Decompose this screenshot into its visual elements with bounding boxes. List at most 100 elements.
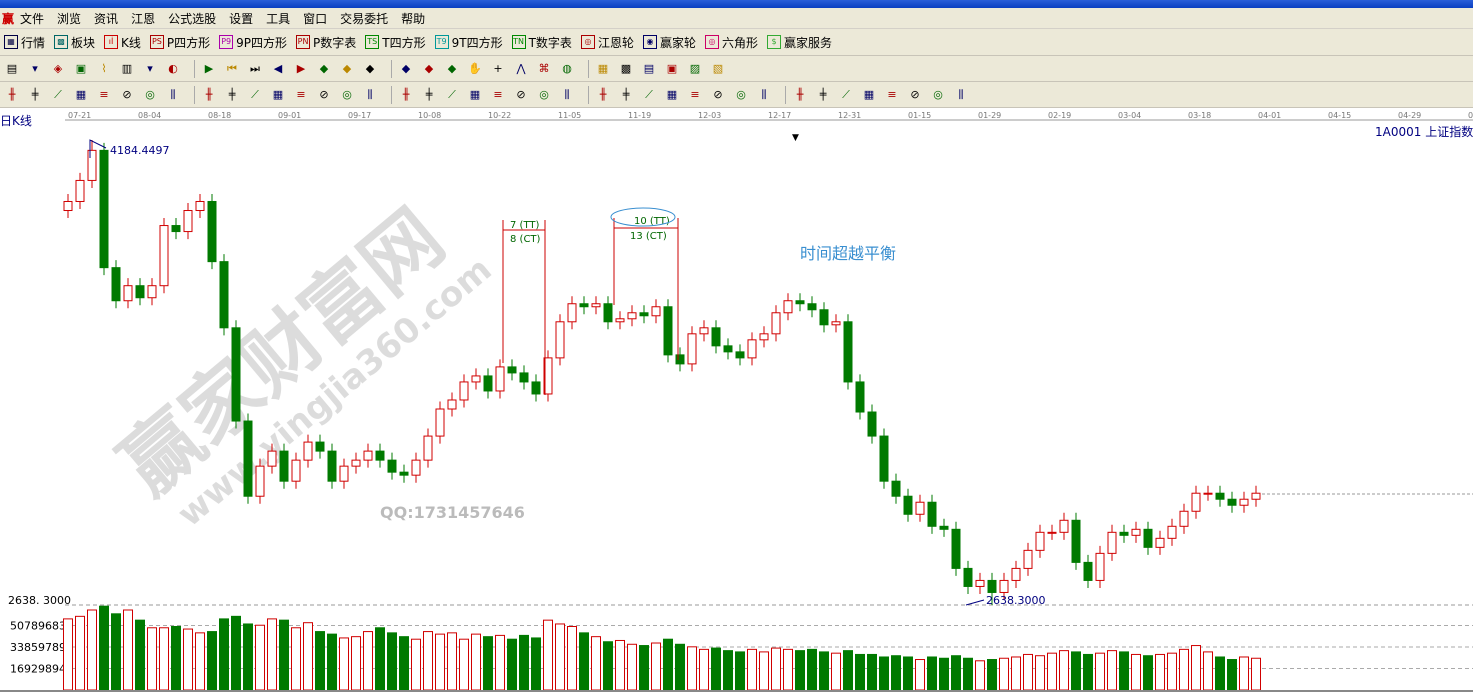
parallel-icon[interactable]: ⊘ — [319, 87, 329, 101]
diamond1-icon[interactable]: ◆ — [319, 61, 329, 75]
calc-icon[interactable]: ▣ — [75, 61, 87, 75]
trend-icon[interactable]: ⋀ — [516, 61, 526, 75]
menu-item[interactable]: 工具 — [266, 11, 291, 26]
box3-icon[interactable]: ⟋ — [448, 87, 456, 101]
toolbar-button[interactable]: ◉ 赢家轮 — [642, 34, 696, 51]
fan7-icon[interactable]: ◎ — [539, 87, 549, 101]
truck-icon[interactable]: ▧ — [712, 61, 724, 75]
print-icon[interactable]: ▨ — [689, 61, 701, 75]
fan1-icon[interactable]: ⟋ — [54, 87, 62, 101]
percent2-icon[interactable]: ⊘ — [713, 87, 723, 101]
toolbar-button[interactable]: ◎ 江恩轮 — [580, 34, 634, 51]
box2-icon[interactable]: ╪ — [425, 87, 433, 101]
toolbar-button[interactable]: P9 9P四方形 — [219, 34, 287, 51]
level-icon[interactable]: ◎ — [736, 87, 746, 101]
grid3-icon[interactable]: ╪ — [622, 87, 630, 101]
first-icon[interactable]: ⏮ — [227, 61, 237, 75]
fan12-icon[interactable]: ⊘ — [910, 87, 920, 101]
toolbar-button[interactable]: ◎ 六角形 — [704, 34, 758, 51]
dropdown-icon[interactable]: ▾ — [32, 61, 38, 75]
period-select-icon[interactable]: ▤ — [6, 61, 18, 75]
kline-chart[interactable]: 07-21 08-04 08-18 09-01 09-17 10-08 10-22 11-05… — [0, 108, 1473, 693]
menu-item[interactable]: 设置 — [229, 11, 254, 26]
candle-body — [255, 465, 265, 497]
box-icon[interactable]: ≡ — [296, 87, 306, 101]
cursor-icon[interactable]: ▶ — [204, 61, 214, 75]
back-icon[interactable]: ◀ — [273, 61, 283, 75]
bar-chart-icon[interactable]: ▥ — [121, 61, 133, 75]
arc-icon[interactable]: ◎ — [145, 87, 155, 101]
gann-grid-icon[interactable]: ⫼ — [367, 87, 373, 101]
volume-bar — [675, 643, 685, 691]
fan14-icon[interactable]: ⫼ — [958, 87, 964, 101]
wave-icon[interactable]: ╪ — [228, 87, 236, 101]
grid-icon[interactable]: ╪ — [31, 87, 39, 101]
coin-icon[interactable]: ⫼ — [761, 87, 767, 101]
fan9-icon[interactable]: ⟋ — [842, 87, 850, 101]
toolbar-button[interactable]: $ 赢家服务 — [766, 34, 832, 51]
line-chart-icon[interactable]: ⌇ — [101, 61, 107, 75]
percent-icon[interactable]: ≡ — [690, 87, 700, 101]
volume-bar — [327, 633, 337, 691]
fan6-icon[interactable]: ⊘ — [516, 87, 526, 101]
pencil-icon[interactable]: ╫ — [8, 87, 16, 101]
zoom-icon[interactable]: ◐ — [168, 61, 178, 75]
fan5-icon[interactable]: ≡ — [493, 87, 503, 101]
fan2-icon[interactable]: ▦ — [75, 87, 87, 101]
spiral-icon[interactable]: ⟋ — [251, 87, 259, 101]
circle-icon[interactable]: ⫼ — [170, 87, 176, 101]
toolbar-button[interactable]: ▦ 行情 — [4, 34, 45, 51]
menu-item[interactable]: 浏览 — [57, 11, 82, 26]
forward-icon[interactable]: ▶ — [296, 61, 306, 75]
volume-bar — [1083, 653, 1093, 691]
menu-item[interactable]: 交易委托 — [340, 11, 389, 26]
diamond2-icon[interactable]: ◆ — [342, 61, 352, 75]
fan4-icon[interactable]: ⊘ — [122, 87, 132, 101]
toolbar-button[interactable]: ▩ 板块 — [54, 34, 95, 51]
toolbar-button[interactable]: PN P数字表 — [296, 34, 356, 51]
fan8-icon[interactable]: ╪ — [819, 87, 827, 101]
cycle-icon[interactable]: ◎ — [342, 87, 352, 101]
toolbar-button[interactable]: TS T四方形 — [365, 34, 426, 51]
menu-item[interactable]: 文件 — [20, 11, 45, 26]
hand-icon[interactable]: ✋ — [468, 61, 482, 75]
diamond6-icon[interactable]: ◆ — [447, 61, 457, 75]
toolbar-button[interactable]: TN T数字表 — [511, 34, 572, 51]
fan3-icon[interactable]: ≡ — [99, 87, 109, 101]
doc-icon[interactable]: ▤ — [643, 61, 655, 75]
calendar-icon[interactable]: ▦ — [597, 61, 609, 75]
star-icon[interactable]: ▦ — [272, 87, 284, 101]
fan11-icon[interactable]: ≡ — [887, 87, 897, 101]
menu-item[interactable]: 江恩 — [131, 11, 156, 26]
toolbar-button[interactable]: T9 9T四方形 — [434, 34, 503, 51]
menu-item[interactable]: 帮助 — [401, 11, 426, 26]
crosshair-icon[interactable]: + — [493, 61, 503, 75]
grid2-icon[interactable]: ╫ — [599, 87, 607, 101]
ct13-label: 13 (CT) — [630, 231, 667, 242]
menu-item[interactable]: 窗口 — [303, 11, 328, 26]
level2-icon[interactable]: ╫ — [796, 87, 804, 101]
fan13-icon[interactable]: ◎ — [933, 87, 943, 101]
lines-icon[interactable]: ╫ — [205, 87, 213, 101]
save-icon[interactable]: ▣ — [666, 61, 678, 75]
toolbar-button[interactable]: PS P四方形 — [149, 34, 210, 51]
diamond4-icon[interactable]: ◆ — [401, 61, 411, 75]
toolbar-button[interactable]: ıİ K线 — [104, 34, 141, 51]
pattern-icon[interactable]: ⌘ — [538, 61, 550, 75]
diag-icon[interactable]: ⟋ — [645, 87, 653, 101]
dropdown-icon[interactable]: ▾ — [147, 61, 153, 75]
time-icon[interactable]: ╫ — [402, 87, 410, 101]
candle-body — [891, 480, 901, 497]
calc2-icon[interactable]: ▩ — [620, 61, 632, 75]
menu-item[interactable]: 公式选股 — [168, 11, 217, 26]
globe-icon[interactable]: ◍ — [562, 61, 572, 75]
triangle-icon[interactable]: ⫼ — [564, 87, 570, 101]
gann-icon[interactable]: ◈ — [53, 61, 63, 75]
fib-icon[interactable]: ▦ — [469, 87, 481, 101]
diamond3-icon[interactable]: ◆ — [365, 61, 375, 75]
diamond5-icon[interactable]: ◆ — [424, 61, 434, 75]
menu-item[interactable]: 资讯 — [94, 11, 119, 26]
fan10-icon[interactable]: ▦ — [863, 87, 875, 101]
prev-icon[interactable]: ⏭ — [250, 61, 260, 75]
bars-icon[interactable]: ▦ — [666, 87, 678, 101]
